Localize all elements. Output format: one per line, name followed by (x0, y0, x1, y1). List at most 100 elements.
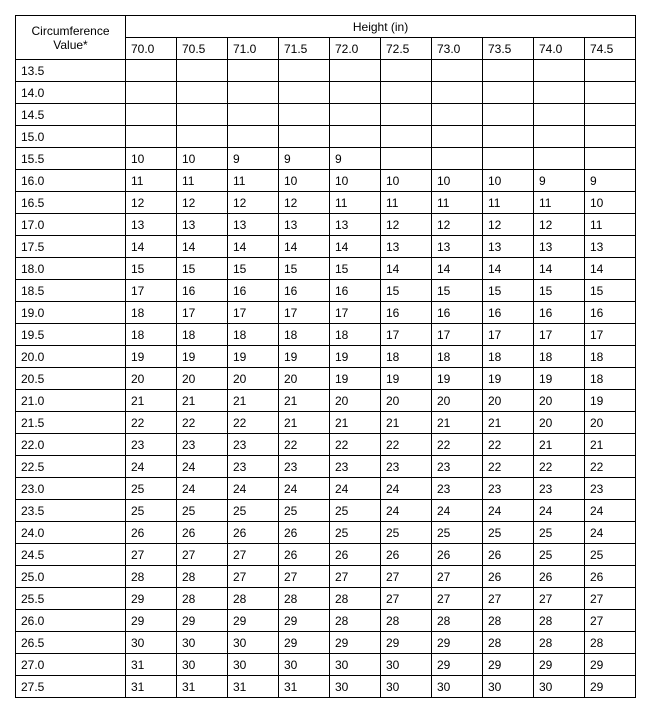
value-cell: 26 (177, 522, 228, 544)
value-cell: 13 (432, 236, 483, 258)
value-cell (330, 126, 381, 148)
table-row: 14.5 (16, 104, 636, 126)
circumference-cell: 20.0 (16, 346, 126, 368)
value-cell: 14 (585, 258, 636, 280)
value-cell (228, 82, 279, 104)
value-cell: 31 (279, 676, 330, 698)
value-cell (585, 60, 636, 82)
value-cell: 22 (483, 456, 534, 478)
circumference-cell: 17.5 (16, 236, 126, 258)
value-cell: 15 (483, 280, 534, 302)
value-cell: 11 (228, 170, 279, 192)
value-cell: 10 (279, 170, 330, 192)
circumference-cell: 27.0 (16, 654, 126, 676)
value-cell: 23 (177, 434, 228, 456)
value-cell (177, 82, 228, 104)
value-cell: 27 (381, 566, 432, 588)
value-cell (228, 60, 279, 82)
value-cell (228, 104, 279, 126)
value-cell (330, 60, 381, 82)
value-cell: 19 (483, 368, 534, 390)
circumference-cell: 21.0 (16, 390, 126, 412)
value-cell: 16 (483, 302, 534, 324)
value-cell: 9 (585, 170, 636, 192)
value-cell: 23 (432, 456, 483, 478)
value-cell (585, 126, 636, 148)
value-cell: 22 (432, 434, 483, 456)
height-col-9: 74.5 (585, 38, 636, 60)
value-cell: 25 (585, 544, 636, 566)
circumference-cell: 15.5 (16, 148, 126, 170)
value-cell: 27 (483, 588, 534, 610)
value-cell: 19 (534, 368, 585, 390)
value-cell: 18 (228, 324, 279, 346)
value-cell: 11 (432, 192, 483, 214)
value-cell: 20 (330, 390, 381, 412)
value-cell: 18 (534, 346, 585, 368)
value-cell: 13 (585, 236, 636, 258)
table-row: 20.019191919191818181818 (16, 346, 636, 368)
value-cell: 19 (432, 368, 483, 390)
value-cell (483, 104, 534, 126)
value-cell: 13 (279, 214, 330, 236)
value-cell: 25 (177, 500, 228, 522)
height-col-8: 74.0 (534, 38, 585, 60)
value-cell: 20 (585, 412, 636, 434)
value-cell: 24 (177, 456, 228, 478)
value-cell: 18 (330, 324, 381, 346)
value-cell: 17 (585, 324, 636, 346)
table-header: Circumference Value* Height (in) 70.070.… (16, 16, 636, 60)
circumference-cell: 27.5 (16, 676, 126, 698)
value-cell (381, 60, 432, 82)
value-cell: 13 (126, 214, 177, 236)
value-cell (279, 82, 330, 104)
circumference-cell: 19.0 (16, 302, 126, 324)
value-cell: 15 (432, 280, 483, 302)
value-cell: 14 (483, 258, 534, 280)
corner-header-line1: Circumference (31, 24, 109, 38)
value-cell: 24 (381, 500, 432, 522)
height-header: Height (in) (126, 16, 636, 38)
value-cell (177, 126, 228, 148)
value-cell: 17 (534, 324, 585, 346)
value-cell: 17 (381, 324, 432, 346)
value-cell: 19 (228, 346, 279, 368)
circumference-cell: 22.0 (16, 434, 126, 456)
value-cell: 29 (330, 632, 381, 654)
value-cell: 17 (279, 302, 330, 324)
value-cell: 14 (432, 258, 483, 280)
value-cell: 10 (177, 148, 228, 170)
table-row: 17.514141414141313131313 (16, 236, 636, 258)
value-cell: 21 (381, 412, 432, 434)
height-col-5: 72.5 (381, 38, 432, 60)
value-cell: 12 (126, 192, 177, 214)
value-cell: 22 (585, 456, 636, 478)
value-cell: 18 (177, 324, 228, 346)
value-cell: 22 (330, 434, 381, 456)
value-cell: 30 (126, 632, 177, 654)
value-cell: 30 (228, 632, 279, 654)
value-cell (534, 148, 585, 170)
value-cell: 25 (330, 522, 381, 544)
value-cell: 12 (483, 214, 534, 236)
value-cell: 24 (279, 478, 330, 500)
value-cell: 20 (432, 390, 483, 412)
value-cell (483, 82, 534, 104)
value-cell: 12 (228, 192, 279, 214)
circumference-cell: 25.0 (16, 566, 126, 588)
value-cell: 26 (279, 522, 330, 544)
value-cell: 28 (483, 610, 534, 632)
value-cell: 21 (534, 434, 585, 456)
value-cell: 16 (177, 280, 228, 302)
value-cell (177, 104, 228, 126)
value-cell: 10 (585, 192, 636, 214)
value-cell: 28 (534, 632, 585, 654)
value-cell: 24 (432, 500, 483, 522)
value-cell: 21 (330, 412, 381, 434)
value-cell: 12 (534, 214, 585, 236)
body-fat-table: Circumference Value* Height (in) 70.070.… (15, 15, 636, 698)
value-cell: 25 (483, 522, 534, 544)
value-cell: 26 (381, 544, 432, 566)
value-cell: 14 (177, 236, 228, 258)
value-cell (483, 60, 534, 82)
